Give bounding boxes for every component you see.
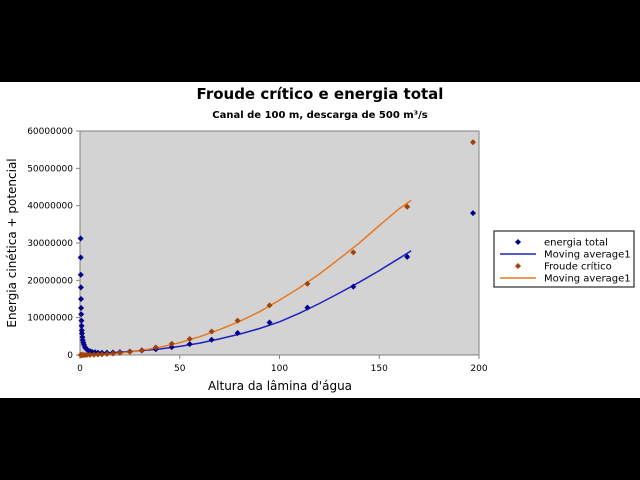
data-point-0: [78, 317, 85, 324]
data-point-0: [78, 304, 85, 311]
data-point-0: [78, 311, 85, 318]
data-point-2: [103, 351, 110, 358]
data-point-2: [126, 348, 133, 355]
data-point-0: [266, 319, 273, 326]
legend-label: Moving average1: [544, 250, 631, 261]
chart-subtitle: Canal de 100 m, descarga de 500 m³/s: [212, 110, 427, 121]
data-point-0: [304, 304, 311, 311]
data-point-2: [86, 351, 93, 358]
y-tick-label: 60000000: [27, 127, 73, 137]
data-point-2: [98, 351, 105, 358]
chart-frame: Froude crítico e energia total Canal de …: [0, 82, 640, 398]
x-tick-label: 0: [77, 364, 83, 374]
data-point-0: [77, 296, 84, 302]
data-point-0: [470, 210, 477, 217]
legend-label: Froude crítico: [544, 261, 612, 273]
data-point-2: [116, 349, 123, 356]
data-point-2: [404, 203, 411, 210]
data-point-0: [208, 336, 215, 343]
y-axis-label: Energia cinética + potencial: [5, 158, 19, 327]
chart-svg: Froude crítico e energia total Canal de …: [5, 85, 635, 393]
data-point-2: [186, 335, 193, 342]
y-tick-label: 0: [67, 351, 73, 361]
x-tick-label: 100: [271, 364, 288, 374]
x-axis-label: Altura da lâmina d'água: [208, 379, 352, 393]
data-point-2: [234, 317, 241, 324]
data-point-0: [77, 254, 84, 261]
data-point-2: [109, 350, 116, 357]
data-point-2: [266, 302, 273, 309]
plot-area: [79, 130, 480, 356]
data-point-0: [78, 330, 85, 337]
data-point-0: [168, 344, 175, 351]
legend-label: Moving average1: [544, 274, 631, 285]
data-point-0: [350, 283, 357, 290]
data-point-2: [208, 328, 215, 335]
data-point-0: [186, 341, 193, 348]
data-point-2: [470, 139, 477, 146]
y-tick-label: 50000000: [27, 164, 73, 174]
data-point-0: [404, 253, 411, 260]
x-tick-label: 150: [371, 364, 388, 374]
chart-title: Froude crítico e energia total: [197, 85, 444, 103]
data-point-2: [304, 280, 311, 287]
data-point-2: [94, 351, 101, 358]
data-point-0: [77, 284, 84, 291]
data-point-0: [234, 329, 241, 336]
y-tick-label: 30000000: [27, 239, 73, 249]
data-point-2: [152, 344, 159, 351]
y-tick-label: 20000000: [27, 276, 73, 286]
data-point-2: [138, 347, 145, 354]
data-point-2: [350, 249, 357, 256]
data-point-0: [78, 322, 85, 329]
legend-label: energia total: [544, 238, 608, 249]
data-point-0: [77, 235, 84, 242]
x-axis: 0 50 100 150 200: [77, 355, 488, 374]
x-tick-label: 50: [174, 364, 186, 374]
y-tick-label: 40000000: [27, 202, 73, 212]
y-tick-label: 10000000: [27, 314, 73, 324]
data-point-2: [168, 340, 175, 347]
legend-marker: [515, 263, 521, 269]
y-axis: 0 10000000 20000000 30000000 40000000 5000000…: [27, 127, 80, 361]
legend-marker: [515, 239, 521, 245]
x-tick-label: 200: [470, 364, 487, 374]
data-point-2: [90, 351, 97, 358]
data-point-0: [77, 271, 84, 278]
plot-content: [77, 139, 477, 358]
